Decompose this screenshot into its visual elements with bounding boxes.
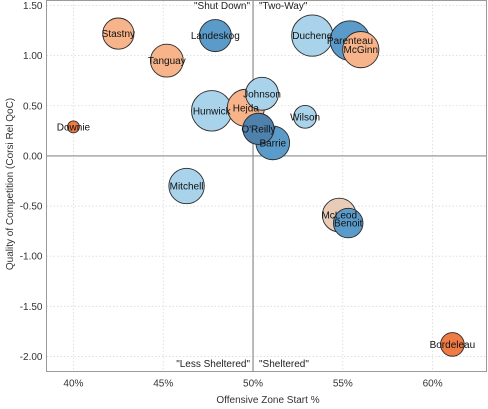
y-tick-label: 1.50: [23, 1, 43, 12]
bubble-mcginn: [342, 31, 380, 69]
point-label-hunwick: Hunwick: [193, 106, 232, 117]
y-tick-label: -0.50: [20, 202, 43, 213]
grid-lines: [46, 0, 487, 372]
point-label-bordeleau: Bordeleau: [430, 340, 476, 351]
y-tick-label: -1.50: [20, 302, 43, 313]
point-label-downie: Downie: [57, 122, 91, 133]
bubble-stastny: [102, 17, 135, 50]
x-axis-label: Offensive Zone Start %: [216, 395, 319, 406]
point-label-landeskog: Landeskog: [191, 31, 240, 42]
quadrant-label-less-sheltered: "Less Sheltered": [176, 359, 250, 370]
tick-labels: 40% 45% 50% 55% 60% 1.50 1.00 0.50 0.00 -0.50 -1.0…: [20, 1, 443, 389]
point-labels: Stastny LandeskogTanguayDucheneParenteauM…: [57, 29, 475, 351]
bubbles: [67, 14, 465, 357]
point-label-o-reilly: O'Reilly: [241, 124, 275, 135]
bubble-landeskog: [198, 19, 232, 53]
bubble-johnson: [245, 76, 279, 111]
bubble-downie: [67, 120, 80, 134]
point-label-barrie: Barrie: [259, 138, 286, 149]
point-label-parenteau: Parenteau: [327, 36, 373, 47]
bubble-bordeleau: [440, 332, 465, 357]
point-label-hejda: Hejda: [233, 103, 260, 114]
y-tick-label: -2.00: [20, 352, 43, 363]
point-label-wilson: Wilson: [290, 112, 320, 123]
quadrant-label-sheltered: "Sheltered": [259, 359, 309, 370]
x-tick-label: 40%: [63, 379, 83, 390]
y-axis-label: Quality of Competition (Corsi Rel QoC): [5, 98, 16, 270]
x-tick-label: 45%: [153, 379, 173, 390]
bubble-tanguay: [149, 43, 184, 78]
bubble-benoit: [333, 207, 364, 239]
point-label-duchene: Duchene: [292, 31, 332, 42]
quadrant-label-two-way: "Two-Way": [259, 1, 308, 12]
point-label-mcginn: McGinn: [344, 45, 378, 56]
point-label-mitchell: Mitchell: [170, 182, 204, 193]
y-tick-label: 1.00: [23, 51, 43, 62]
point-label-stastny: Stastny: [102, 29, 135, 40]
x-tick-label: 55%: [333, 379, 353, 390]
bubble-o-reilly: [242, 112, 275, 145]
x-tick-label: 50%: [243, 379, 263, 390]
y-tick-label: -1.00: [20, 252, 43, 263]
x-tick-label: 60%: [423, 379, 443, 390]
y-tick-label: 0.50: [23, 101, 43, 112]
point-label-johnson: Johnson: [243, 89, 281, 100]
y-tick-label: 0.00: [23, 151, 43, 162]
bubble-mitchell: [168, 167, 205, 205]
bubble-wilson: [293, 104, 317, 129]
reference-lines: [46, 0, 487, 372]
point-label-tanguay: Tanguay: [148, 56, 186, 67]
plot-frame: [46, 0, 487, 372]
point-label-benoit: Benoit: [334, 219, 363, 230]
point-label-mcleod: McLeod: [321, 211, 357, 222]
quadrant-label-shut-down: "Shut Down": [194, 1, 250, 12]
